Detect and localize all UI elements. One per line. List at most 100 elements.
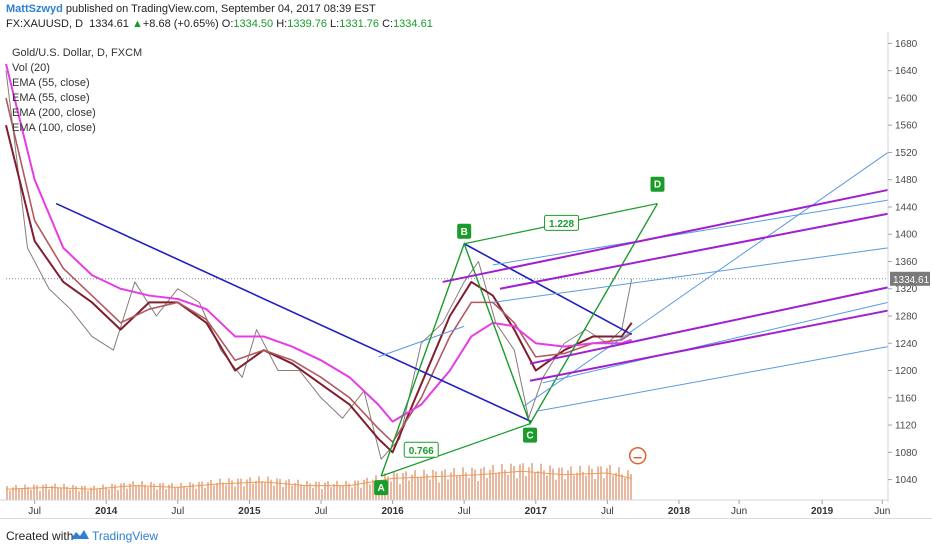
price-axis[interactable]: 1680 1640 1600 1560 1520 1480 1440 1400 1360 1320… bbox=[887, 32, 930, 502]
fib-line[interactable] bbox=[378, 325, 465, 358]
point-label-badge[interactable] bbox=[374, 480, 389, 496]
volume-bar bbox=[588, 465, 590, 500]
volume-bar bbox=[45, 483, 47, 500]
volume-bar bbox=[288, 479, 290, 500]
volume-bar bbox=[594, 478, 596, 500]
abcd-pattern-line[interactable] bbox=[380, 203, 659, 477]
x-tick-label: 2014 bbox=[95, 506, 118, 517]
volume-bar bbox=[174, 487, 176, 500]
volume-bar bbox=[342, 485, 344, 500]
tradingview-logo-icon[interactable] bbox=[70, 527, 90, 543]
volume-bar bbox=[525, 476, 527, 500]
chart-legend: Gold/U.S. Dollar, D, FXCM Vol (20) EMA (55… bbox=[12, 47, 142, 134]
channel-line[interactable] bbox=[499, 212, 889, 290]
volume-bar bbox=[609, 464, 611, 500]
volume-bar bbox=[144, 484, 146, 500]
fib-channel-line[interactable] bbox=[492, 247, 889, 303]
fib-channel-line[interactable] bbox=[542, 301, 889, 384]
channel-line[interactable] bbox=[442, 188, 889, 283]
point-label-badge[interactable] bbox=[650, 176, 665, 192]
fib-channel-line[interactable] bbox=[524, 152, 889, 407]
price-chart[interactable]: Gold/U.S. Dollar, D, FXCM Vol (20) EMA (55… bbox=[0, 32, 932, 518]
y-tick-label: 1640 bbox=[895, 66, 918, 77]
volume-bar bbox=[6, 486, 8, 500]
volume-bar bbox=[540, 463, 542, 500]
point-label-text: C bbox=[526, 431, 533, 442]
events-icon[interactable] bbox=[628, 446, 647, 465]
trendline-resistance[interactable] bbox=[463, 243, 633, 336]
ac-retracement-line[interactable] bbox=[380, 423, 531, 477]
channel-line[interactable] bbox=[529, 309, 889, 382]
volume-bar bbox=[69, 489, 71, 500]
y-tick-label: 1600 bbox=[895, 93, 918, 104]
volume-bar bbox=[228, 478, 230, 500]
volume-bar bbox=[555, 479, 557, 500]
legend-entry: Vol (20) bbox=[12, 62, 50, 74]
volume-bar bbox=[117, 490, 119, 500]
volume-bar bbox=[291, 485, 293, 500]
ratio-label-box[interactable] bbox=[403, 441, 439, 458]
volume-bars bbox=[5, 462, 632, 500]
volume-bar bbox=[63, 484, 65, 500]
volume-bar bbox=[600, 466, 602, 500]
last-price: 1334.61 bbox=[89, 18, 129, 30]
fib-channel-line[interactable] bbox=[492, 199, 889, 266]
volume-bar bbox=[468, 477, 470, 500]
fib-channel-line[interactable] bbox=[535, 346, 889, 412]
volume-bar bbox=[432, 469, 434, 500]
x-tick-label: 2019 bbox=[811, 506, 834, 517]
volume-bar bbox=[162, 483, 164, 500]
volume-bar bbox=[477, 480, 479, 500]
symbol-label: FX:XAUUSD, D bbox=[6, 18, 84, 30]
channel-line[interactable] bbox=[529, 286, 889, 365]
trendline-upper[interactable] bbox=[55, 202, 532, 423]
volume-bar bbox=[300, 484, 302, 500]
time-axis[interactable]: Jul 2014 Jul 2015 Jul 2016 Jul 2017 Jul 2018 Jun 20… bbox=[0, 499, 890, 517]
y-tick-label: 1360 bbox=[895, 257, 918, 268]
volume-bar bbox=[126, 488, 128, 500]
high-label: H: bbox=[276, 18, 288, 30]
high-value: 1339.76 bbox=[287, 18, 327, 30]
volume-bar bbox=[132, 481, 134, 500]
volume-bar bbox=[216, 482, 218, 500]
volume-bar bbox=[498, 472, 500, 500]
volume-bar bbox=[111, 483, 113, 500]
author-link[interactable]: MattSzwyd bbox=[6, 3, 63, 15]
volume-bar bbox=[18, 488, 20, 500]
last-price-tag[interactable] bbox=[890, 271, 930, 286]
volume-bar bbox=[411, 474, 413, 500]
y-tick-label: 1520 bbox=[895, 148, 918, 159]
volume-bar bbox=[15, 485, 17, 500]
change-up-icon: ▲ bbox=[131, 18, 143, 30]
volume-bar bbox=[585, 475, 587, 500]
pattern-drawings[interactable] bbox=[6, 152, 889, 477]
ratio-label-box[interactable] bbox=[544, 214, 580, 231]
volume-bar bbox=[489, 469, 491, 500]
y-tick-label: 1280 bbox=[895, 312, 918, 323]
ema-55-line bbox=[5, 124, 633, 454]
volume-bar bbox=[573, 475, 575, 500]
volume-bar bbox=[582, 471, 584, 500]
footer: Created with TradingView bbox=[0, 518, 932, 551]
point-label-badge[interactable] bbox=[457, 223, 472, 239]
volume-bar bbox=[282, 487, 284, 500]
volume-bar bbox=[120, 483, 122, 500]
volume-bar bbox=[459, 474, 461, 500]
last-price-label: 1334.61 bbox=[893, 275, 930, 286]
volume-bar bbox=[366, 477, 368, 500]
volume-bar bbox=[60, 487, 62, 500]
pattern-labels[interactable]: A B C D 0.766 1.228 bbox=[374, 176, 665, 496]
volume-bar bbox=[312, 487, 314, 500]
volume-bar bbox=[558, 467, 560, 500]
volume-bar bbox=[420, 476, 422, 500]
volume-bar bbox=[21, 488, 23, 500]
tradingview-brand-link[interactable]: TradingView bbox=[92, 529, 159, 543]
volume-bar bbox=[78, 491, 80, 500]
volume-bar bbox=[264, 482, 266, 500]
volume-bar bbox=[213, 485, 215, 500]
volume-bar bbox=[465, 472, 467, 500]
volume-bar bbox=[249, 477, 251, 500]
volume-bar bbox=[390, 481, 392, 500]
volume-bar bbox=[24, 484, 26, 500]
point-label-badge[interactable] bbox=[523, 427, 538, 443]
